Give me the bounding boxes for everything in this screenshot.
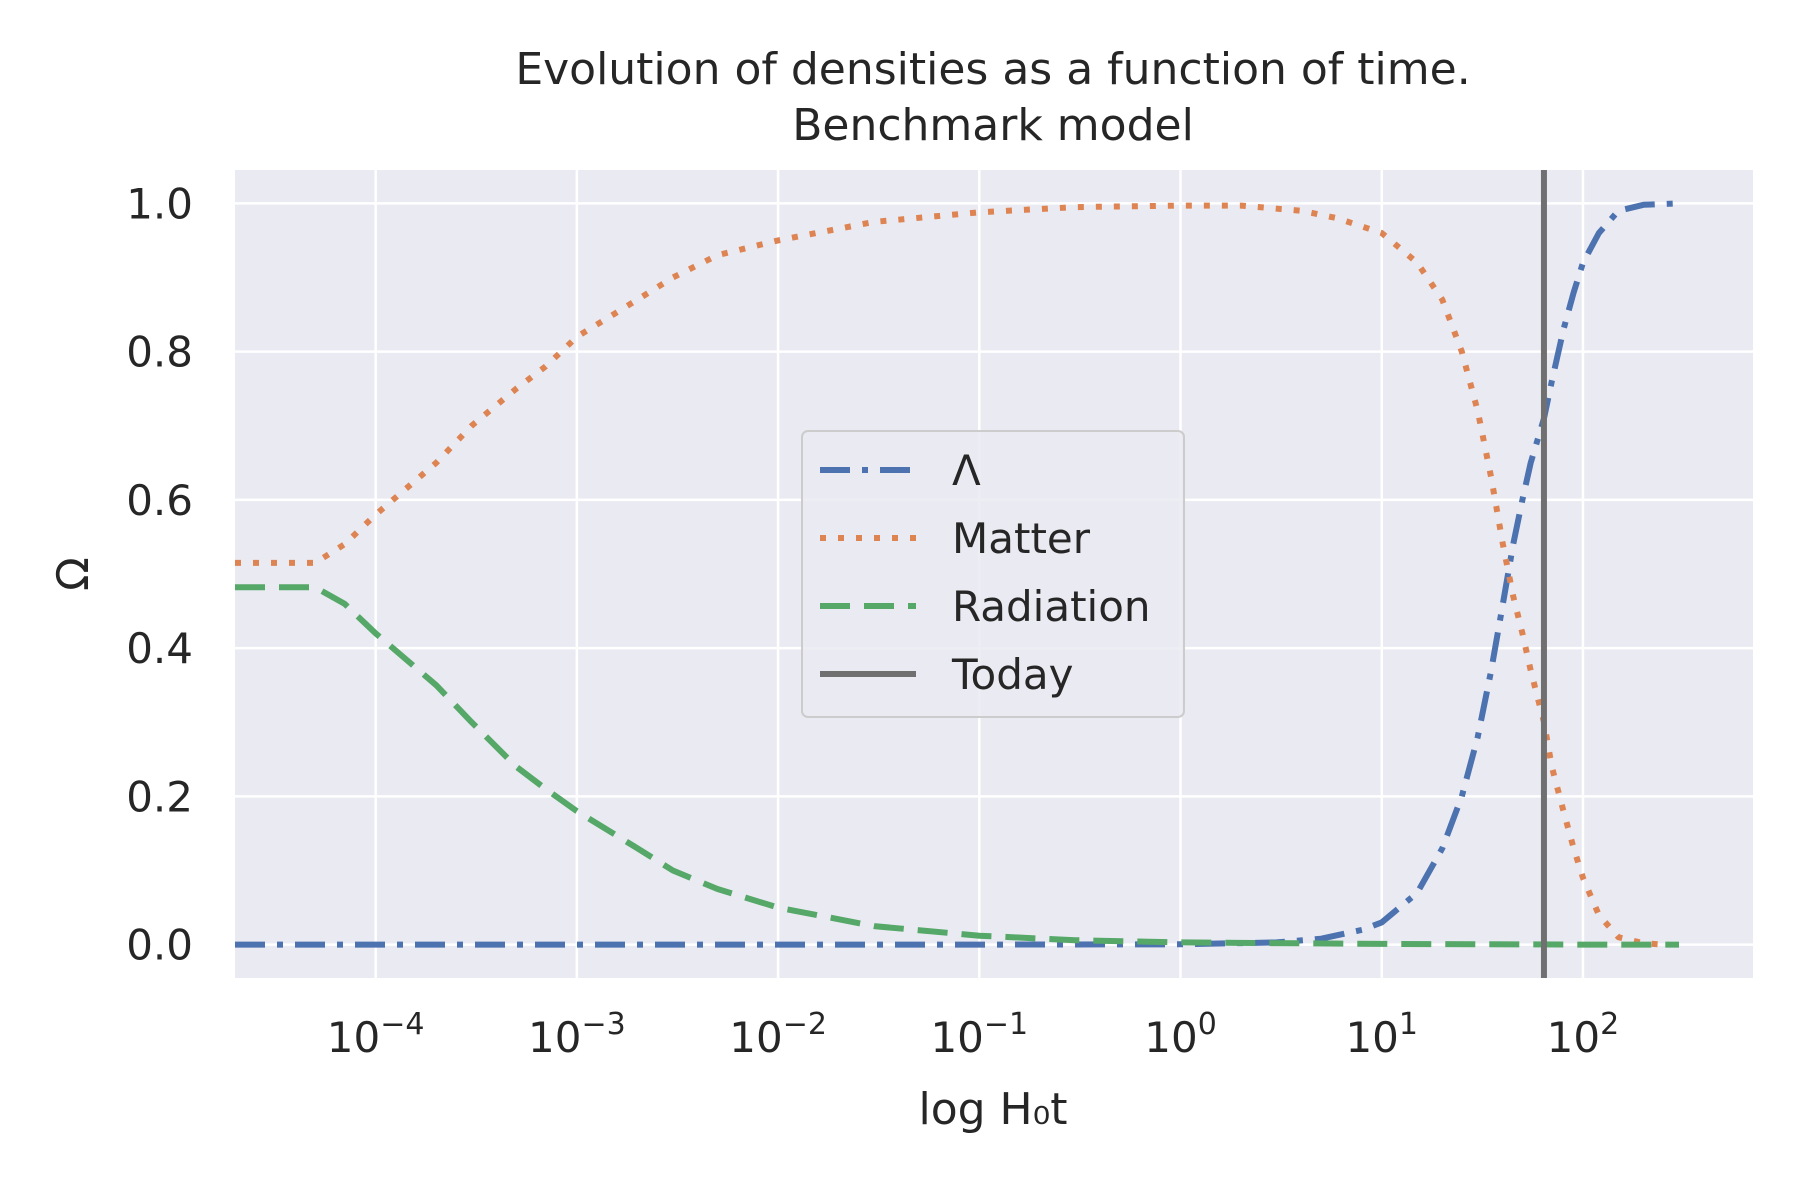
series-layer (235, 200, 1680, 948)
legend-label: Today (951, 650, 1073, 699)
y-tick-label: 0.0 (126, 921, 193, 970)
x-tick-label: 102 (1547, 1007, 1620, 1062)
x-tick-label: 101 (1345, 1007, 1418, 1062)
x-tick-label: 10−2 (729, 1007, 827, 1062)
x-tick-label: 10−1 (930, 1007, 1028, 1062)
x-tick-label: 10−4 (327, 1007, 425, 1062)
chart-subtitle: Benchmark model (792, 100, 1194, 151)
y-tick-label: 1.0 (126, 179, 193, 228)
y-ticks: 0.0 0.2 0.4 0.6 0.8 1.0 (126, 179, 193, 969)
y-tick-label: 0.2 (126, 772, 193, 821)
y-tick-label: 0.8 (126, 328, 193, 377)
x-axis-label: log H₀t (918, 1084, 1067, 1135)
legend-label: Matter (952, 514, 1091, 563)
legend-box (801, 430, 1185, 718)
y-tick-label: 0.4 (126, 624, 193, 673)
chart-title: Evolution of densities as a function of … (515, 44, 1470, 95)
series-line-radiation (235, 584, 1679, 948)
y-axis-label: Ω (48, 557, 99, 591)
legend-label: Radiation (952, 582, 1151, 631)
x-ticks: 10−4 10−3 10−2 10−1 100 101 102 (327, 1007, 1619, 1062)
legend-label: Λ (952, 446, 981, 495)
x-tick-label: 10−3 (528, 1007, 626, 1062)
legend: Λ Matter Radiation Today (801, 430, 1185, 718)
x-tick-label: 100 (1144, 1007, 1217, 1062)
y-tick-label: 0.6 (126, 476, 193, 525)
